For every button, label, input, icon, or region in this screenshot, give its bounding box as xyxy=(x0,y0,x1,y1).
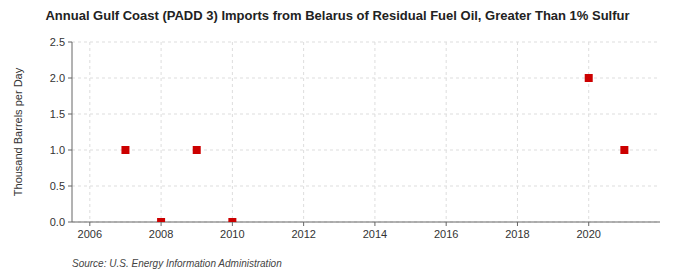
x-tick-label: 2016 xyxy=(434,228,458,240)
x-tick-label: 2006 xyxy=(78,228,102,240)
x-tick xyxy=(374,222,375,226)
grid-line-y xyxy=(72,150,660,151)
y-tick xyxy=(68,42,72,43)
point xyxy=(620,146,628,154)
grid xyxy=(72,42,660,222)
grid-line-x xyxy=(161,42,162,222)
y-tick xyxy=(68,186,72,187)
y-tick xyxy=(68,78,72,79)
source: Source: U.S. Energy Information Administ… xyxy=(72,258,282,269)
grid-line-x xyxy=(517,42,518,222)
y-axis-label: Thousand Barrels per Day xyxy=(12,67,24,196)
x-tick-label: 2014 xyxy=(363,228,387,240)
y-tick-label: 2.0 xyxy=(50,72,65,84)
point xyxy=(157,218,165,222)
grid-line-y xyxy=(72,42,660,43)
y-tick-label: 0.5 xyxy=(50,180,65,192)
grid-line-x xyxy=(89,42,90,222)
x-tick-label: 2008 xyxy=(149,228,173,240)
x-tick xyxy=(303,222,304,226)
grid-line-y xyxy=(72,186,660,187)
y-tick xyxy=(68,222,72,223)
point xyxy=(585,74,593,82)
y-tick-label: 0.0 xyxy=(50,216,65,228)
grid-line-x xyxy=(232,42,233,222)
chart: Annual Gulf Coast (PADD 3) Imports from … xyxy=(0,0,675,275)
x-tick xyxy=(446,222,447,226)
y-tick xyxy=(68,150,72,151)
y-tick-label: 1.5 xyxy=(50,108,65,120)
grid-line-x xyxy=(588,42,589,222)
grid-line-x xyxy=(446,42,447,222)
grid-line-x xyxy=(374,42,375,222)
y-axis xyxy=(72,42,73,222)
points xyxy=(121,74,628,222)
y-tick-label: 2.5 xyxy=(50,36,65,48)
grid-line-x xyxy=(303,42,304,222)
x-tick-label: 2010 xyxy=(220,228,244,240)
point xyxy=(121,146,129,154)
x-tick xyxy=(161,222,162,226)
y-tick xyxy=(68,114,72,115)
x-tick xyxy=(588,222,589,226)
x-tick xyxy=(89,222,90,226)
point xyxy=(228,218,236,222)
grid-line-y xyxy=(72,114,660,115)
y-tick-label: 1.0 xyxy=(50,144,65,156)
x-tick-label: 2018 xyxy=(505,228,529,240)
grid-line-y xyxy=(72,78,660,79)
x-tick xyxy=(517,222,518,226)
x-tick xyxy=(232,222,233,226)
title: Annual Gulf Coast (PADD 3) Imports from … xyxy=(45,8,629,23)
x-tick-label: 2012 xyxy=(291,228,315,240)
x-tick-label: 2020 xyxy=(576,228,600,240)
point xyxy=(193,146,201,154)
